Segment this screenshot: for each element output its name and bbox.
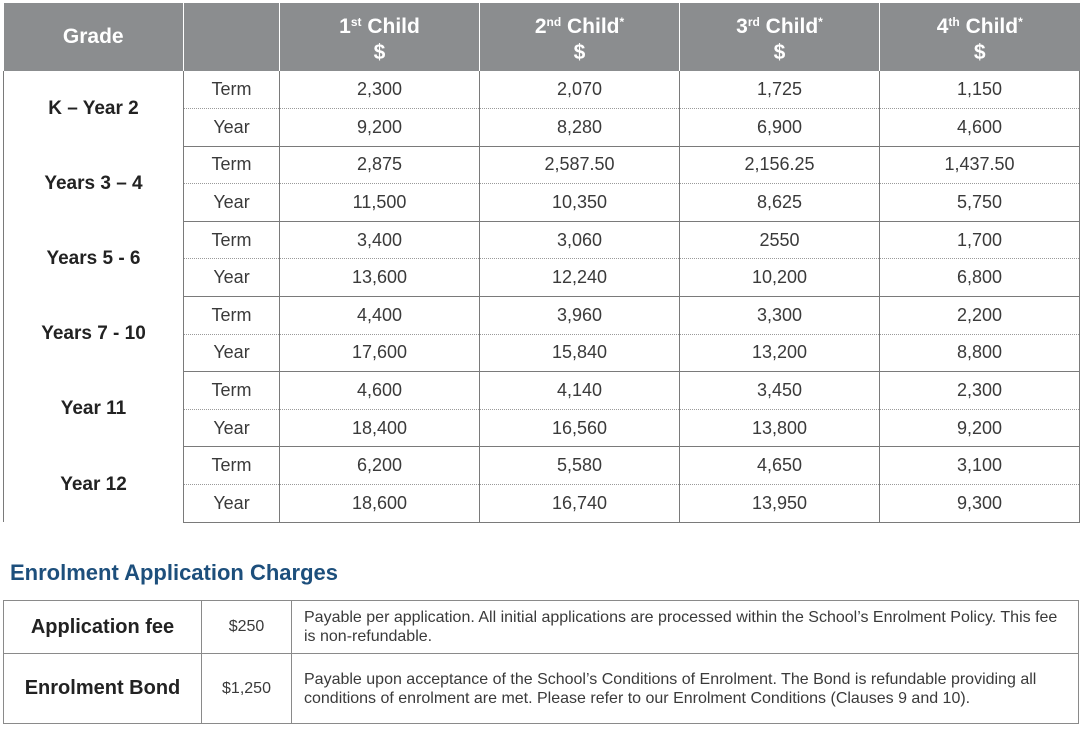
fee-cell: 4,400 xyxy=(279,296,480,335)
fee-cell: 9,200 xyxy=(279,108,480,147)
period-label: Term xyxy=(183,71,280,110)
charge-name: Application fee xyxy=(3,600,202,654)
table-row: Years 3 – 4 Term 2,875 2,587.50 2,156.25… xyxy=(3,146,1080,222)
table-row: Year 9,200 8,280 6,900 4,600 xyxy=(4,108,1080,147)
fee-cell: 17,600 xyxy=(279,334,480,373)
fee-table-header: Grade 1st Child $ 2nd Child* $ 3rd Child* $… xyxy=(3,3,1080,71)
child-column-header-2: 2nd Child* $ xyxy=(479,3,680,71)
fee-cell: 4,600 xyxy=(879,108,1080,147)
fee-cell: 2,070 xyxy=(479,71,680,110)
fee-cell: 6,200 xyxy=(279,446,480,486)
fee-cell: 1,150 xyxy=(879,71,1080,110)
fee-cell: 2,587.50 xyxy=(479,146,680,185)
fee-cell: 4,140 xyxy=(479,371,680,410)
charge-description: Payable upon acceptance of the School’s … xyxy=(291,653,1079,724)
fee-cell: 3,100 xyxy=(879,446,1080,486)
grade-label: Years 7 - 10 xyxy=(3,296,184,372)
table-row: Years 5 - 6 Term 3,400 3,060 2550 1,700 xyxy=(3,221,1080,297)
fee-cell: 2,200 xyxy=(879,296,1080,335)
table-row: Enrolment Bond $1,250 Payable upon accep… xyxy=(3,653,1079,724)
charge-name: Enrolment Bond xyxy=(3,653,202,724)
fee-cell: 2,300 xyxy=(879,371,1080,410)
period-label: Year xyxy=(183,183,280,222)
table-row: Year 17,600 15,840 13,200 8,800 xyxy=(4,334,1080,373)
fee-cell: 8,280 xyxy=(479,108,680,147)
fee-table: Grade 1st Child $ 2nd Child* $ 3rd Child* $… xyxy=(3,3,1080,523)
fee-cell: 3,960 xyxy=(479,296,680,335)
fee-cell: 4,650 xyxy=(679,446,880,486)
fee-cell: 18,400 xyxy=(279,409,480,448)
fee-cell: 11,500 xyxy=(279,183,480,222)
period-column-header xyxy=(183,3,280,71)
fee-cell: 2,875 xyxy=(279,146,480,185)
fee-cell: 12,240 xyxy=(479,258,680,298)
fee-cell: 3,300 xyxy=(679,296,880,335)
fee-cell: 16,560 xyxy=(479,409,680,448)
period-label: Year xyxy=(183,484,280,523)
period-label: Year xyxy=(183,409,280,448)
grade-label: Years 5 - 6 xyxy=(3,221,184,297)
grade-label: Year 12 xyxy=(3,446,184,523)
period-label: Term xyxy=(183,221,280,260)
fee-cell: 6,900 xyxy=(679,108,880,147)
fee-cell: 5,580 xyxy=(479,446,680,486)
grade-column-header: Grade xyxy=(3,3,184,71)
period-label: Term xyxy=(183,371,280,410)
fee-cell: 3,400 xyxy=(279,221,480,260)
table-row: Year 12 Term 6,200 5,580 4,650 3,100 xyxy=(3,446,1080,523)
fee-cell: 13,800 xyxy=(679,409,880,448)
fee-cell: 10,350 xyxy=(479,183,680,222)
fee-cell: 5,750 xyxy=(879,183,1080,222)
period-label: Year xyxy=(183,334,280,373)
table-row: Years 7 - 10 Term 4,400 3,960 3,300 2,20… xyxy=(3,296,1080,372)
fee-cell: 1,725 xyxy=(679,71,880,110)
table-row: Year 13,600 12,240 10,200 6,800 xyxy=(4,258,1080,298)
table-row: Application fee $250 Payable per applica… xyxy=(3,600,1079,654)
fee-cell: 2550 xyxy=(679,221,880,260)
fee-cell: 9,200 xyxy=(879,409,1080,448)
enrolment-charges-table: Application fee $250 Payable per applica… xyxy=(3,600,1079,724)
fee-cell: 18,600 xyxy=(279,484,480,523)
table-row: Year 18,600 16,740 13,950 9,300 xyxy=(4,484,1080,523)
grade-label: Years 3 – 4 xyxy=(3,146,184,222)
fee-cell: 6,800 xyxy=(879,258,1080,298)
fee-cell: 13,600 xyxy=(279,258,480,298)
fee-cell: 10,200 xyxy=(679,258,880,298)
grade-label: Year 11 xyxy=(3,371,184,447)
fee-cell: 8,625 xyxy=(679,183,880,222)
table-row: K – Year 2 Term 2,300 2,070 1,725 1,150 xyxy=(3,71,1080,147)
fee-cell: 13,950 xyxy=(679,484,880,523)
fee-cell: 15,840 xyxy=(479,334,680,373)
charge-description: Payable per application. All initial app… xyxy=(291,600,1079,654)
period-label: Year xyxy=(183,258,280,298)
period-label: Term xyxy=(183,146,280,185)
fee-cell: 8,800 xyxy=(879,334,1080,373)
fee-cell: 13,200 xyxy=(679,334,880,373)
table-row: Year 11 Term 4,600 4,140 3,450 2,300 xyxy=(3,371,1080,447)
charge-amount: $1,250 xyxy=(201,653,292,724)
fee-cell: 9,300 xyxy=(879,484,1080,523)
fee-cell: 1,437.50 xyxy=(879,146,1080,185)
fee-cell: 16,740 xyxy=(479,484,680,523)
child-column-header-3: 3rd Child* $ xyxy=(679,3,880,71)
period-label: Year xyxy=(183,108,280,147)
fee-cell: 3,450 xyxy=(679,371,880,410)
period-label: Term xyxy=(183,446,280,486)
charge-amount: $250 xyxy=(201,600,292,654)
fee-cell: 2,156.25 xyxy=(679,146,880,185)
section-title: Enrolment Application Charges xyxy=(10,560,339,585)
child-column-header-1: 1st Child $ xyxy=(279,3,480,71)
grade-label: K – Year 2 xyxy=(3,71,184,147)
fee-cell: 3,060 xyxy=(479,221,680,260)
table-row: Year 18,400 16,560 13,800 9,200 xyxy=(4,409,1080,448)
fee-cell: 4,600 xyxy=(279,371,480,410)
child-column-header-4: 4th Child* $ xyxy=(879,3,1080,71)
table-row: Year 11,500 10,350 8,625 5,750 xyxy=(4,183,1080,222)
fee-cell: 1,700 xyxy=(879,221,1080,260)
fee-cell: 2,300 xyxy=(279,71,480,110)
period-label: Term xyxy=(183,296,280,335)
